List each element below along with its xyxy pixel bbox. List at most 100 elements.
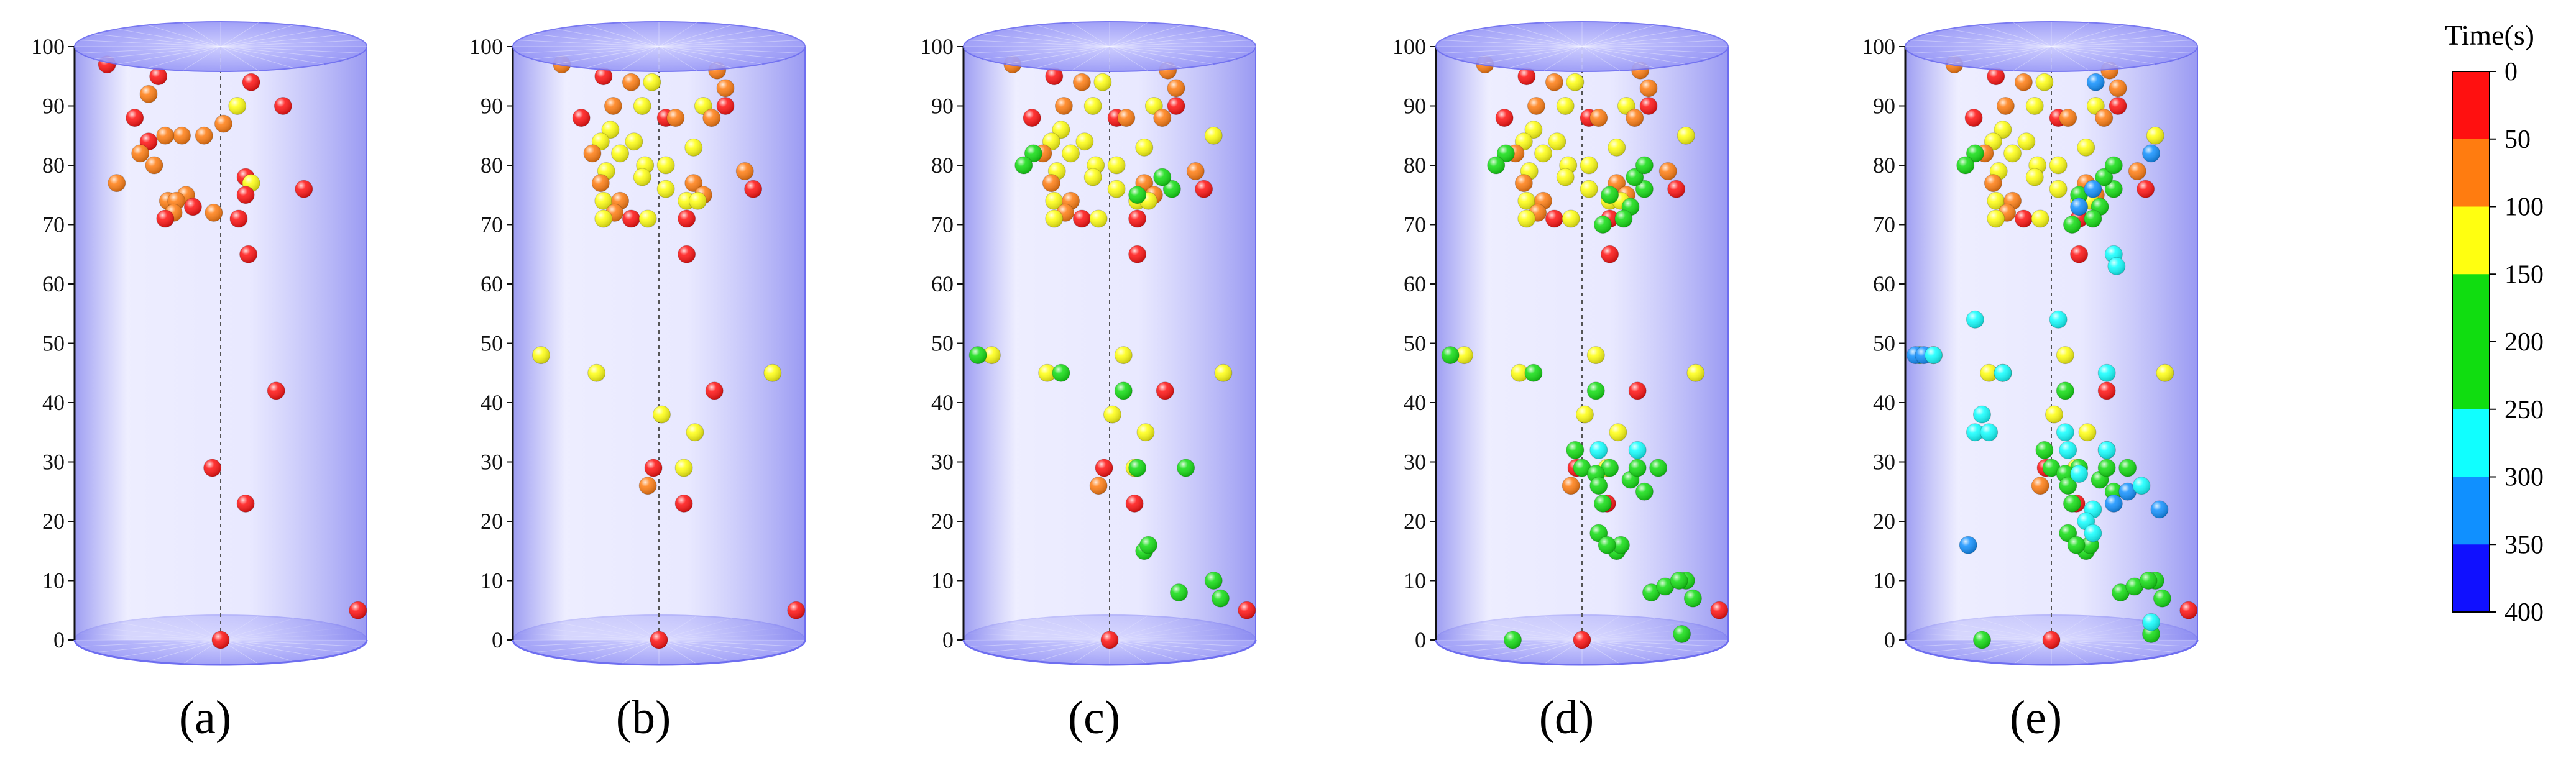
particle-shading (2137, 180, 2155, 198)
cap-mesh-line (1109, 46, 1148, 71)
cap-mesh-line (1071, 46, 1110, 71)
particle-shading (2084, 524, 2102, 542)
particle-shading (2070, 245, 2088, 263)
y-tick-label: 60 (481, 272, 503, 296)
particle-shading (2098, 364, 2116, 382)
colorbar-bin (2452, 206, 2490, 275)
y-tick-label: 60 (1404, 272, 1426, 296)
y-tick-label: 10 (481, 568, 503, 593)
cap-mesh-line (1071, 22, 1110, 47)
cap-mesh-line (117, 29, 221, 47)
y-tick-label: 80 (481, 153, 503, 178)
cap-mesh-line (220, 29, 324, 47)
particle-shading (203, 459, 221, 477)
particle-shading (1442, 346, 1460, 364)
cap-mesh-line (1581, 46, 1686, 65)
panel-label: (b) (616, 692, 671, 744)
y-tick-label: 10 (1404, 568, 1426, 593)
particle-shading (212, 631, 229, 649)
particle-shading (645, 459, 663, 477)
cap-mesh-line (1948, 639, 2052, 658)
particle-shading (592, 174, 610, 192)
particle-shading (173, 127, 191, 145)
cap-mesh-line (1478, 639, 1583, 658)
particle-shading (684, 139, 702, 157)
particle-shading (2059, 477, 2077, 495)
particle-shading (611, 144, 629, 162)
particle-shading (1614, 209, 1632, 227)
cap-mesh-line (658, 40, 801, 47)
colorbar-bin (2452, 409, 2490, 477)
particle-shading (1195, 180, 1213, 198)
particle-shading (2068, 536, 2086, 554)
particle-shading (2070, 465, 2088, 483)
particle-shading (1205, 572, 1223, 590)
cap-mesh-line (1910, 46, 2052, 53)
particle-shading (1987, 67, 2005, 85)
particle-shading (1566, 441, 1584, 459)
panel-label: (d) (1539, 692, 1594, 744)
particle-shading (145, 157, 163, 174)
particle-shading (149, 67, 167, 85)
particle-shading (604, 97, 622, 115)
y-tick-label: 90 (931, 94, 954, 119)
cap-mesh-line (1978, 24, 2052, 47)
particle-shading (108, 174, 126, 192)
particle-shading (2109, 97, 2127, 115)
particle-shading (1573, 631, 1591, 649)
y-tick-label: 100 (920, 34, 954, 59)
particle-shading (1045, 67, 1063, 85)
particle-shading (622, 73, 640, 91)
particle-shading (2078, 423, 2096, 441)
cap-mesh-line (1543, 46, 1583, 71)
particle-shading (639, 209, 657, 227)
cap-mesh-line (220, 22, 259, 47)
particle-shading (1956, 157, 1974, 174)
particle-shading (1455, 346, 1473, 364)
particle-shading (1055, 97, 1073, 115)
cap-mesh-line (1440, 46, 1583, 53)
cap-mesh-line (1581, 34, 1709, 47)
cap-mesh-line (147, 639, 221, 662)
particle-shading (1656, 578, 1674, 596)
cap-mesh-line (79, 46, 221, 53)
particle-shading (594, 209, 612, 227)
particle-shading (1103, 406, 1121, 424)
y-tick-label: 90 (1404, 94, 1426, 119)
cap-mesh-line (94, 639, 221, 653)
particle-shading (1090, 209, 1108, 227)
particle-shading (1598, 536, 1616, 554)
y-tick-label: 40 (1404, 390, 1426, 415)
particle-shading (1170, 583, 1188, 601)
particle-shading (2132, 477, 2150, 495)
particle-shading (2125, 578, 2143, 596)
cylinder-bottom-rim (512, 639, 806, 666)
colorbar-tick-label: 100 (2505, 193, 2544, 222)
cap-mesh-line (1581, 24, 1655, 47)
particle-shading (1023, 109, 1041, 127)
cap-mesh-line (2051, 639, 2178, 653)
particle-shading (2035, 441, 2053, 459)
particle-shading (1587, 381, 1605, 400)
particle-shading (1557, 168, 1575, 186)
particle-shading (1609, 423, 1627, 441)
y-tick-label: 0 (942, 628, 954, 652)
particle-shading (237, 495, 255, 513)
particle-shading (657, 180, 675, 198)
cap-mesh-line (658, 639, 763, 658)
particle-shading (1612, 536, 1630, 554)
particle-shading (274, 97, 292, 115)
particle-shading (583, 144, 601, 162)
particle-shading (1527, 97, 1545, 115)
cap-mesh-line (220, 639, 324, 658)
particle-shading (1640, 97, 1658, 115)
particle-shading (1580, 157, 1598, 174)
particle-shading (1997, 97, 2015, 115)
particle-shading (1126, 495, 1144, 513)
particle-shading (1649, 459, 1667, 477)
cap-mesh-line (658, 639, 801, 647)
y-tick-label: 70 (1873, 212, 1895, 237)
particle-shading (1238, 601, 1256, 619)
particle-shading (349, 601, 367, 619)
cylinder-bottom-rim (1904, 639, 2199, 666)
